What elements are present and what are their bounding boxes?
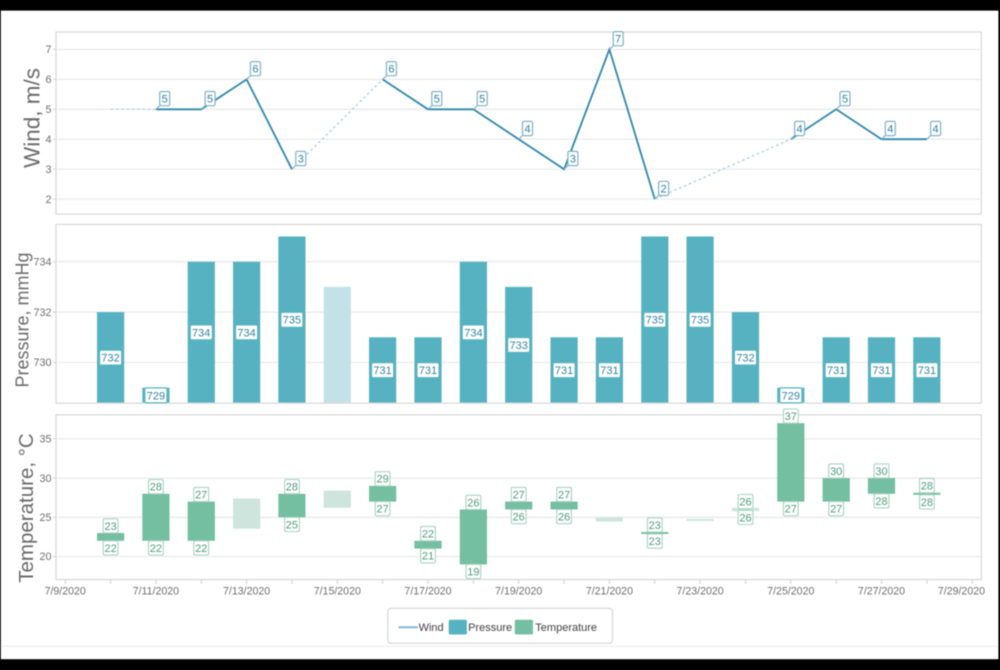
svg-text:730: 730 <box>33 357 51 369</box>
svg-text:729: 729 <box>782 390 800 402</box>
svg-text:7/15/2020: 7/15/2020 <box>314 586 361 598</box>
svg-text:7/29/2020: 7/29/2020 <box>938 586 985 598</box>
svg-text:7/9/2020: 7/9/2020 <box>45 586 86 598</box>
svg-text:Wind: Wind <box>419 622 444 634</box>
svg-text:2: 2 <box>45 194 51 206</box>
svg-text:26: 26 <box>513 512 525 524</box>
svg-text:7: 7 <box>45 44 51 56</box>
svg-text:7/27/2020: 7/27/2020 <box>858 586 905 598</box>
svg-text:7: 7 <box>615 34 621 46</box>
svg-text:22: 22 <box>422 529 434 541</box>
svg-text:26: 26 <box>467 497 479 509</box>
svg-text:5: 5 <box>45 104 51 116</box>
svg-text:27: 27 <box>376 504 388 516</box>
svg-text:732: 732 <box>101 353 119 365</box>
svg-text:6: 6 <box>45 74 51 86</box>
svg-text:734: 734 <box>192 327 210 339</box>
svg-text:733: 733 <box>510 340 528 352</box>
svg-text:28: 28 <box>875 496 887 508</box>
svg-text:23: 23 <box>649 536 661 548</box>
svg-text:28: 28 <box>921 497 933 509</box>
svg-text:6: 6 <box>252 64 258 76</box>
svg-text:731: 731 <box>373 365 391 377</box>
svg-text:28: 28 <box>150 482 162 494</box>
svg-text:729: 729 <box>147 390 165 402</box>
svg-text:731: 731 <box>419 365 437 377</box>
svg-text:731: 731 <box>872 365 890 377</box>
svg-text:22: 22 <box>104 543 116 555</box>
svg-text:Pressure, mmHg: Pressure, mmHg <box>13 252 33 387</box>
svg-text:26: 26 <box>739 497 751 509</box>
svg-text:3: 3 <box>570 153 576 165</box>
svg-text:27: 27 <box>785 504 797 516</box>
svg-text:5: 5 <box>479 94 485 106</box>
svg-text:28: 28 <box>286 482 298 494</box>
svg-text:27: 27 <box>513 489 525 501</box>
svg-text:735: 735 <box>283 315 301 327</box>
svg-text:7/13/2020: 7/13/2020 <box>223 586 270 598</box>
svg-text:27: 27 <box>195 489 207 501</box>
svg-text:5: 5 <box>842 94 848 106</box>
svg-text:27: 27 <box>830 504 842 516</box>
svg-text:22: 22 <box>150 543 162 555</box>
svg-text:732: 732 <box>736 353 754 365</box>
svg-text:20: 20 <box>39 551 51 563</box>
svg-text:4: 4 <box>524 123 530 135</box>
svg-text:19: 19 <box>467 566 479 578</box>
svg-text:Pressure: Pressure <box>468 622 512 634</box>
svg-text:4: 4 <box>933 123 939 135</box>
svg-text:5: 5 <box>207 94 213 106</box>
svg-text:7/11/2020: 7/11/2020 <box>133 586 179 598</box>
svg-text:5: 5 <box>162 94 168 106</box>
svg-text:3: 3 <box>45 164 51 176</box>
svg-text:7/19/2020: 7/19/2020 <box>495 586 542 598</box>
svg-text:735: 735 <box>691 315 709 327</box>
svg-text:22: 22 <box>195 543 207 555</box>
svg-text:2: 2 <box>661 183 667 195</box>
svg-text:6: 6 <box>388 64 394 76</box>
svg-text:4: 4 <box>887 123 893 135</box>
svg-text:3: 3 <box>298 153 304 165</box>
svg-text:734: 734 <box>33 256 51 268</box>
svg-text:7/21/2020: 7/21/2020 <box>586 586 633 598</box>
svg-text:4: 4 <box>45 134 51 146</box>
svg-text:30: 30 <box>39 473 51 485</box>
svg-text:26: 26 <box>739 512 751 524</box>
svg-text:Wind, m/s: Wind, m/s <box>20 68 45 168</box>
svg-text:26: 26 <box>558 512 570 524</box>
svg-text:25: 25 <box>286 519 298 531</box>
svg-text:735: 735 <box>646 315 664 327</box>
svg-text:732: 732 <box>33 307 51 319</box>
svg-text:734: 734 <box>237 327 255 339</box>
svg-text:731: 731 <box>918 365 936 377</box>
svg-text:35: 35 <box>39 434 51 446</box>
svg-text:23: 23 <box>104 521 116 533</box>
svg-text:7/23/2020: 7/23/2020 <box>677 586 724 598</box>
svg-text:Temperature, °C: Temperature, °C <box>15 433 38 583</box>
svg-text:29: 29 <box>376 474 388 486</box>
svg-text:731: 731 <box>555 365 573 377</box>
svg-text:28: 28 <box>921 481 933 493</box>
svg-text:30: 30 <box>830 466 842 478</box>
svg-text:21: 21 <box>422 551 434 563</box>
svg-text:5: 5 <box>434 94 440 106</box>
svg-text:734: 734 <box>464 327 482 339</box>
svg-text:23: 23 <box>649 520 661 532</box>
svg-text:27: 27 <box>558 489 570 501</box>
svg-text:25: 25 <box>39 512 51 524</box>
svg-text:37: 37 <box>785 411 797 423</box>
svg-text:30: 30 <box>875 466 887 478</box>
svg-text:7/25/2020: 7/25/2020 <box>767 586 814 598</box>
svg-text:731: 731 <box>827 365 845 377</box>
svg-text:731: 731 <box>600 365 618 377</box>
svg-text:4: 4 <box>797 123 803 135</box>
svg-text:Temperature: Temperature <box>535 622 597 634</box>
svg-text:7/17/2020: 7/17/2020 <box>404 586 451 598</box>
